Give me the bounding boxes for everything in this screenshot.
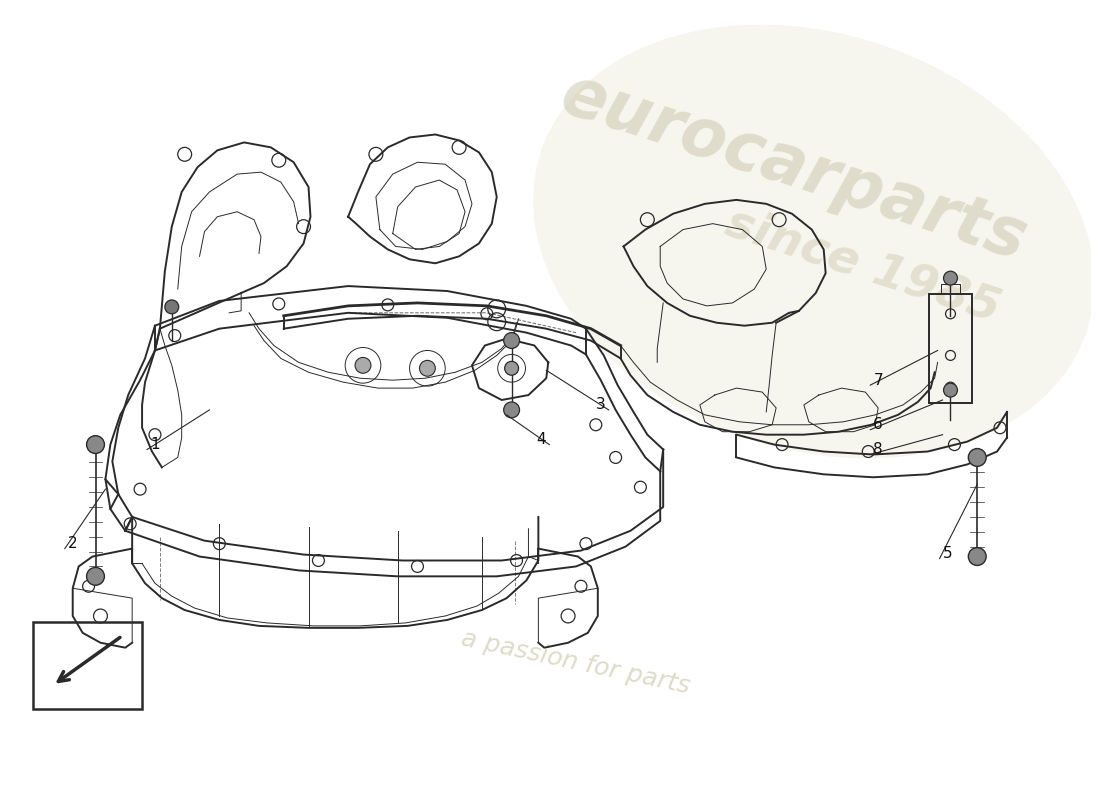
Circle shape — [87, 567, 104, 586]
Circle shape — [968, 449, 987, 466]
Circle shape — [165, 300, 178, 314]
Ellipse shape — [534, 25, 1094, 458]
Circle shape — [944, 383, 957, 397]
Text: 2: 2 — [68, 536, 77, 551]
Text: 1: 1 — [150, 437, 160, 452]
Text: 6: 6 — [873, 418, 883, 432]
Text: 7: 7 — [873, 373, 883, 388]
Text: eurocarparts: eurocarparts — [553, 61, 1035, 274]
Circle shape — [87, 436, 104, 454]
Circle shape — [505, 362, 518, 375]
Text: 3: 3 — [596, 398, 606, 413]
Text: since 1985: since 1985 — [720, 201, 1006, 332]
Circle shape — [504, 402, 519, 418]
Text: 8: 8 — [873, 442, 883, 457]
Circle shape — [355, 358, 371, 374]
Circle shape — [504, 333, 519, 349]
Circle shape — [419, 360, 436, 376]
Text: a passion for parts: a passion for parts — [460, 626, 693, 698]
Circle shape — [968, 548, 987, 566]
Text: 5: 5 — [943, 546, 953, 561]
Circle shape — [944, 271, 957, 285]
Text: 4: 4 — [537, 432, 546, 447]
